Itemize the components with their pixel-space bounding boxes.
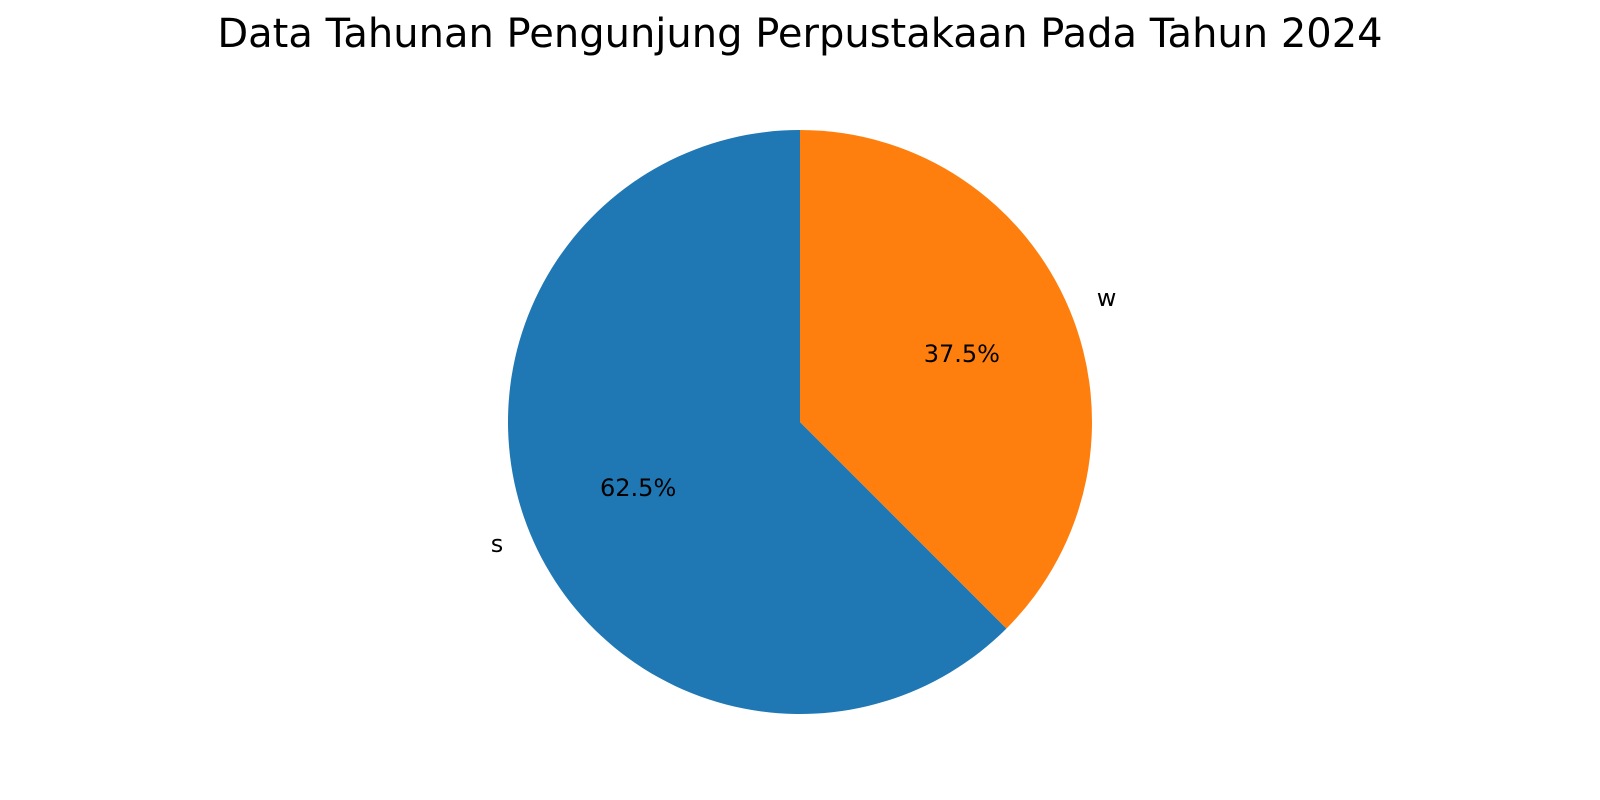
pie-slice-w [800, 129, 1092, 629]
chart-title: Data Tahunan Pengunjung Perpustakaan Pad… [217, 11, 1383, 57]
slice-label-w: w [1097, 284, 1117, 312]
pie-labels: s 62.5% w 37.5% [491, 284, 1117, 558]
pie-slices [508, 129, 1092, 715]
slice-percent-w: 37.5% [924, 340, 1000, 368]
pie-slice-s [508, 130, 1007, 715]
slice-percent-s: 62.5% [600, 474, 676, 502]
slice-label-s: s [491, 530, 504, 558]
